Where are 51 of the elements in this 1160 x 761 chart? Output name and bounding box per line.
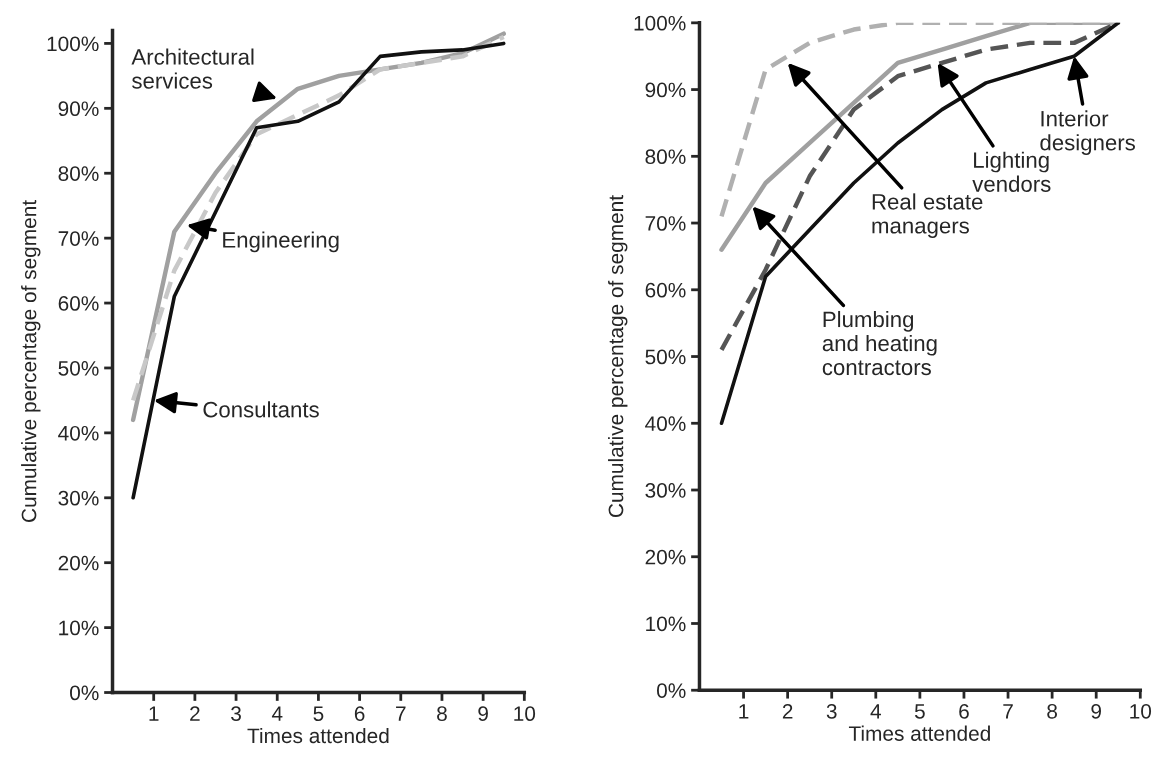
x-tick-label: 1: [149, 706, 159, 721]
x-tick-label: 5: [914, 704, 925, 719]
x-tick-label: 7: [396, 706, 406, 721]
x-tick-label: 10: [514, 706, 536, 722]
x-tick-label: 9: [478, 706, 488, 722]
y-tick-label: 60%: [645, 282, 686, 298]
x-tick-label: 7: [1003, 704, 1013, 719]
y-tick-label: 90%: [645, 82, 686, 98]
x-tick-label: 1: [739, 704, 749, 719]
y-tick-label: 0%: [656, 683, 686, 698]
y-axis-title: Cumulative percentage of segment: [21, 200, 41, 522]
y-axis-title: Cumulative percentage of segment: [608, 195, 628, 518]
y-tick-label: 50%: [58, 360, 99, 376]
x-tick-label: 6: [354, 706, 365, 722]
y-tick-label: 70%: [58, 231, 99, 246]
y-tick-label: 20%: [58, 555, 99, 571]
x-tick-label: 2: [190, 706, 200, 721]
x-tick-label: 9: [1091, 703, 1102, 719]
annotation: Plumbing and heating contractors: [822, 310, 937, 376]
annotation: Architectural services: [131, 48, 254, 89]
x-tick-label: 4: [870, 704, 881, 719]
y-tick-label: 10%: [646, 616, 686, 632]
annotation: Consultants: [203, 401, 319, 418]
x-tick-label: 2: [782, 703, 793, 719]
y-tick-label: 100%: [634, 15, 686, 31]
x-tick-label: 5: [313, 706, 324, 722]
y-tick-label: 60%: [58, 296, 99, 311]
y-tick-label: 30%: [58, 490, 99, 506]
x-tick-label: 8: [437, 706, 447, 722]
annotation: Real estate managers: [872, 193, 983, 238]
y-tick-label: 100%: [47, 36, 99, 52]
y-tick-label: 80%: [58, 166, 99, 181]
y-tick-label: 20%: [645, 549, 686, 565]
annotation: Engineering: [223, 231, 339, 253]
x-tick-label: 8: [1047, 703, 1058, 719]
y-tick-label: 0%: [70, 685, 99, 701]
y-tick-label: 70%: [645, 216, 686, 231]
y-tick-label: 30%: [645, 483, 686, 498]
x-tick-label: 4: [271, 706, 283, 721]
x-tick-label: 3: [231, 706, 241, 722]
x-tick-label: 10: [1130, 703, 1152, 719]
y-tick-label: 90%: [58, 101, 99, 117]
x-axis-title: Times attended: [247, 727, 389, 744]
y-tick-label: 40%: [58, 425, 99, 441]
y-tick-label: 10%: [59, 620, 99, 636]
y-tick-label: 50%: [645, 349, 686, 365]
x-axis-title: Times attended: [848, 725, 990, 741]
x-tick-label: 6: [959, 703, 969, 719]
x-tick-label: 3: [826, 703, 837, 719]
y-tick-label: 40%: [645, 416, 686, 432]
y-tick-label: 80%: [645, 149, 686, 165]
